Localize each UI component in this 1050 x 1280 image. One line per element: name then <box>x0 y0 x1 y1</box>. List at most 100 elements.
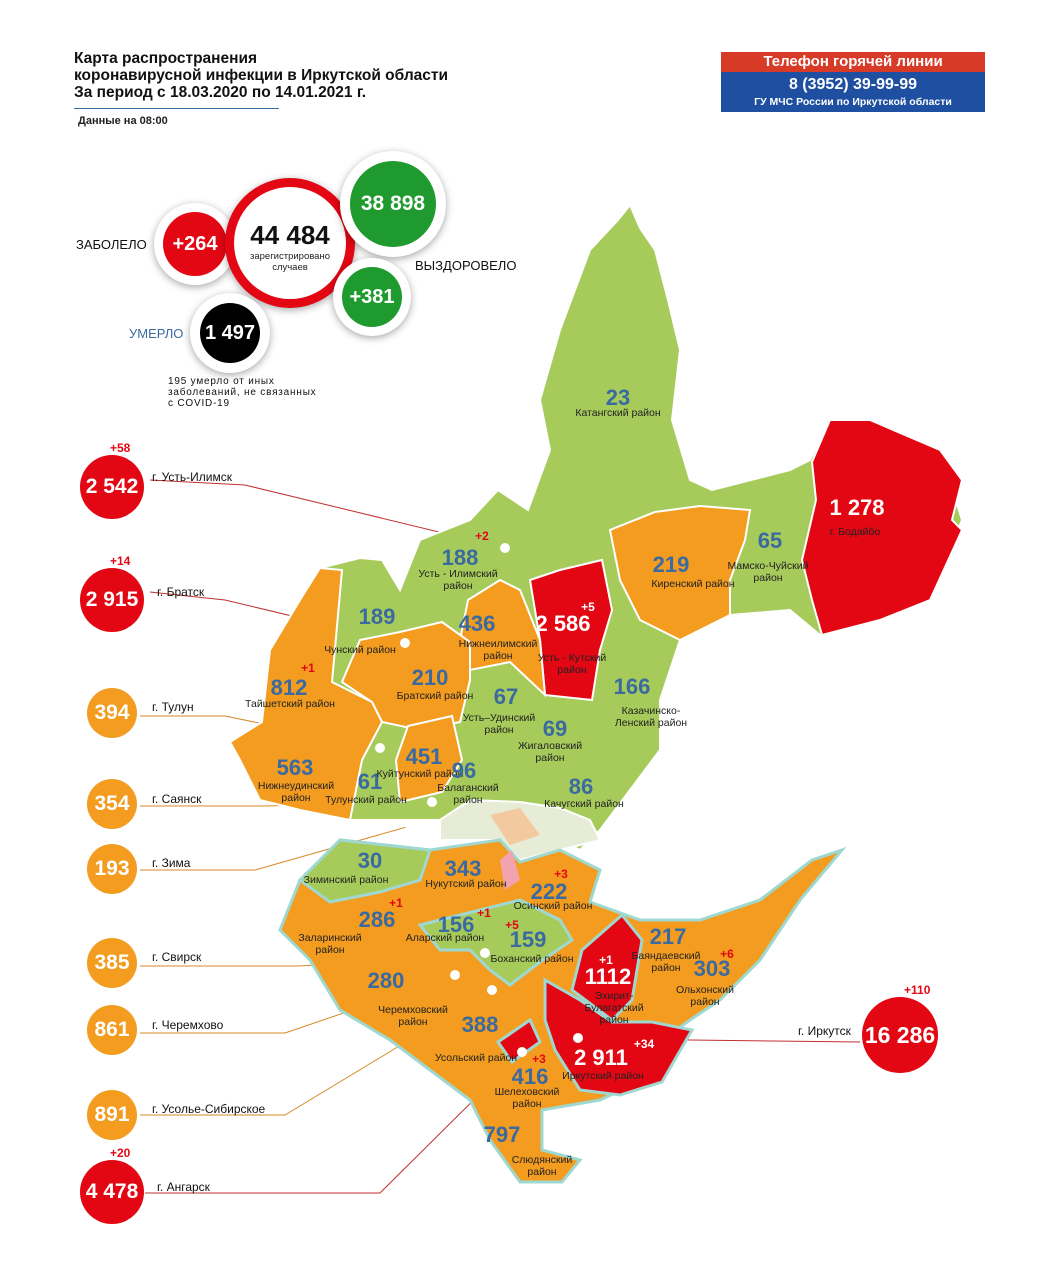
district-name: Зиминский район <box>303 874 389 886</box>
district-delta: +3 <box>554 867 568 881</box>
district-name: Усольский район <box>434 1052 518 1064</box>
district-cases: 188 <box>441 545 479 570</box>
city-name: г. Усолье-Сибирское <box>152 1102 266 1116</box>
district-name: Усть–Удинский район <box>462 712 536 736</box>
district-angarsk-area <box>495 1017 542 1065</box>
district-name: Осинский район <box>513 900 593 912</box>
city-delta: +20 <box>110 1146 131 1160</box>
city-cases-badge: 354 <box>87 779 137 829</box>
district-cases: 416 <box>511 1064 549 1089</box>
recovered-label: ВЫЗДОРОВЕЛО <box>415 258 517 273</box>
city-dot-sayansk <box>427 797 437 807</box>
hotline-banner: Телефон горячей линии 8 (3952) 39-99-99 … <box>721 52 985 112</box>
district-cases: 67 <box>493 684 519 709</box>
city-cases-badge: 2 915 <box>80 568 144 632</box>
district-cases: 23 <box>605 385 631 410</box>
district-cases: 86 <box>568 774 594 799</box>
district-cases: 280 <box>367 968 405 993</box>
district-name: Заларинский район <box>298 932 362 956</box>
district-cases: 388 <box>461 1012 499 1037</box>
district-name: Иркутский район <box>562 1070 644 1082</box>
district-name: Мамско-Чуйский район <box>727 560 809 584</box>
district-ekhirit-area <box>570 912 644 1022</box>
city-delta: +14 <box>110 554 131 568</box>
district-delta: +2 <box>475 529 489 543</box>
district-cases: 96 <box>451 758 477 783</box>
district-name: Усть - Илимский район <box>418 568 498 592</box>
city-dot-zima <box>405 821 415 831</box>
city-cases-badge: 861 <box>87 1005 137 1055</box>
title-divider <box>74 108 279 109</box>
pale-orange-area <box>490 808 540 845</box>
total-cases-value: 44 484 <box>250 220 330 250</box>
city-cases-badge: 193 <box>87 844 137 894</box>
district-cases: 303 <box>693 956 731 981</box>
hotline-org: ГУ МЧС России по Иркутской области <box>754 96 952 108</box>
district-kirensky-area <box>608 504 752 642</box>
total-cases: 44 484 зарегистрировано случаев <box>232 220 348 273</box>
district-name: Черемховский район <box>378 1004 448 1028</box>
district-cases: 61 <box>357 769 383 794</box>
city-name: г. Свирск <box>152 950 202 964</box>
district-alarsky-bokhansky-area <box>417 898 575 987</box>
district-cases: 1112 <box>584 964 632 989</box>
district-cases: 159 <box>509 927 547 952</box>
district-cases: 343 <box>444 856 482 881</box>
district-delta: +5 <box>505 918 519 932</box>
died-badge: 1 497 <box>200 303 260 363</box>
district-cases: 189 <box>358 604 396 629</box>
district-cases: 797 <box>483 1122 521 1147</box>
district-delta: +34 <box>633 1037 655 1051</box>
city-name: г. Ангарск <box>157 1180 210 1194</box>
city-dot-tulun <box>375 743 385 753</box>
city-dot-irkutsk <box>573 1033 583 1043</box>
district-cases: 166 <box>613 674 651 699</box>
city-delta: +110 <box>904 983 931 997</box>
city-cases-badge: 4 478 <box>80 1160 144 1224</box>
infected-label: ЗАБОЛЕЛО <box>76 237 147 252</box>
district-name: Братский район <box>396 690 474 702</box>
district-name: Балаганский район <box>437 782 499 806</box>
district-name: Тайшетский район <box>245 698 335 710</box>
data-timestamp: Данные на 08:00 <box>78 115 168 127</box>
district-cases: 65 <box>757 528 783 553</box>
hotline-title: Телефон горячей линии <box>721 52 985 72</box>
city-dot-bratsk <box>400 638 410 648</box>
district-delta: +6 <box>720 947 734 961</box>
city-cases-badge: 2 542 <box>80 455 144 519</box>
hotline-phone[interactable]: 8 (3952) 39-99-99 <box>788 76 918 93</box>
city-dots <box>375 543 583 1057</box>
recovered-delta-badge: +381 <box>342 267 402 327</box>
district-cases: 2 586 <box>535 611 591 636</box>
infected-delta-badge: +264 <box>163 212 227 276</box>
district-cases: 222 <box>530 879 568 904</box>
district-name: Качугский район <box>544 798 624 810</box>
city-dot-usolye <box>487 985 497 995</box>
district-name: Слюдянский район <box>511 1154 573 1178</box>
district-name: Шелеховский район <box>494 1086 560 1110</box>
district-name: Нижнеудинский район <box>257 780 335 804</box>
district-kuytunsky-area <box>394 714 464 804</box>
district-delta: +3 <box>532 1052 546 1066</box>
district-cases: 217 <box>649 924 687 949</box>
district-delta: +1 <box>301 661 315 675</box>
district-cases: 812 <box>270 675 308 700</box>
district-cases: 451 <box>405 744 443 769</box>
district-ziminsky-area <box>297 838 433 904</box>
city-dot-angarsk <box>517 1047 527 1057</box>
district-cases: 2 911 <box>574 1045 628 1070</box>
total-cases-caption: зарегистрировано случаев <box>250 251 330 273</box>
district-name: Тулунский район <box>325 794 407 806</box>
district-cases: 1 278 <box>829 495 885 520</box>
district-name: Боханский район <box>490 953 574 965</box>
district-name: Жигаловский район <box>517 740 583 764</box>
city-name: г. Саянск <box>152 792 202 806</box>
city-cases-badge: 385 <box>87 938 137 988</box>
city-name: г. Зима <box>152 856 191 870</box>
district-name: Ольхонский район <box>676 984 734 1008</box>
district-cases: 210 <box>411 665 449 690</box>
leader-ust-ilimsk <box>149 479 506 549</box>
city-name: г. Усть-Илимск <box>152 470 232 484</box>
district-delta: +1 <box>389 896 403 910</box>
recovered-total-badge: 38 898 <box>350 161 436 247</box>
